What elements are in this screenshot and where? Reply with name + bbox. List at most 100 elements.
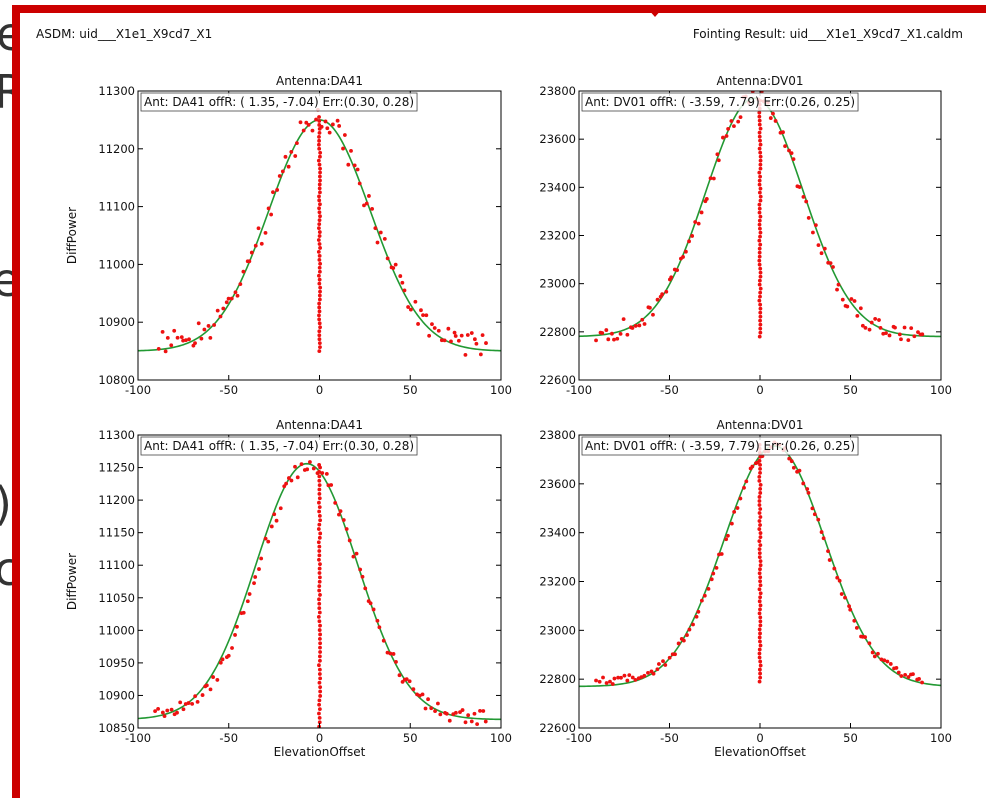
data-point xyxy=(804,199,809,204)
data-point xyxy=(317,257,322,262)
data-point xyxy=(685,633,689,637)
data-point xyxy=(373,226,378,231)
data-point xyxy=(724,134,729,138)
data-point xyxy=(691,622,695,627)
data-point xyxy=(708,176,713,181)
data-point xyxy=(604,328,609,332)
data-point xyxy=(896,670,901,675)
x-tick-label: -50 xyxy=(219,731,238,745)
data-point xyxy=(233,633,237,637)
data-point xyxy=(160,710,165,715)
data-point xyxy=(208,687,213,692)
data-point xyxy=(318,645,322,650)
data-point xyxy=(341,146,345,151)
data-point xyxy=(271,190,275,195)
x-tick-label: 50 xyxy=(403,731,418,745)
data-point xyxy=(711,176,716,181)
data-point xyxy=(828,261,833,266)
data-point xyxy=(305,467,310,472)
offset-annotation-text: Ant: DV01 offR: ( -3.59, 7.79) Err:(0.26… xyxy=(585,439,855,453)
y-tick-label: 23800 xyxy=(539,84,576,98)
data-point xyxy=(757,114,762,119)
x-tick-label: 0 xyxy=(756,731,763,745)
data-point xyxy=(732,509,737,514)
data-point xyxy=(870,650,875,655)
data-point xyxy=(757,218,762,223)
data-point xyxy=(812,512,817,517)
data-point xyxy=(758,294,762,299)
data-point xyxy=(863,635,867,639)
data-point xyxy=(317,194,321,199)
data-point xyxy=(758,523,762,527)
data-point xyxy=(186,701,191,705)
data-point xyxy=(887,333,892,338)
data-point xyxy=(230,646,234,650)
data-point xyxy=(156,706,161,711)
data-point xyxy=(716,158,721,163)
data-point xyxy=(308,460,312,464)
data-point xyxy=(397,673,402,678)
y-tick-label: 23200 xyxy=(539,575,576,589)
offset-annotation: Ant: DV01 offR: ( -3.59, 7.79) Err:(0.26… xyxy=(581,92,859,112)
data-point xyxy=(317,142,321,147)
y-tick-label: 23600 xyxy=(539,477,576,491)
figure-background xyxy=(20,12,986,798)
data-point xyxy=(317,127,322,131)
data-point xyxy=(317,557,321,562)
data-point xyxy=(249,250,254,255)
data-point xyxy=(184,338,188,343)
data-point xyxy=(433,709,437,713)
data-point xyxy=(469,719,474,724)
data-point xyxy=(757,110,762,115)
data-point xyxy=(463,353,468,357)
data-point xyxy=(729,521,734,526)
data-point xyxy=(388,651,393,656)
y-tick-label: 23400 xyxy=(539,526,576,540)
data-point xyxy=(311,466,316,471)
data-point xyxy=(317,341,322,346)
y-tick-label: 23000 xyxy=(539,277,576,291)
data-point xyxy=(212,323,217,327)
data-point xyxy=(226,296,231,301)
data-point xyxy=(364,201,369,206)
data-point xyxy=(391,652,396,656)
y-tick-label: 10900 xyxy=(98,315,135,329)
data-point xyxy=(757,146,762,151)
data-point xyxy=(726,126,731,131)
data-point xyxy=(196,321,201,326)
data-point xyxy=(317,130,322,135)
data-point xyxy=(289,478,294,483)
data-point xyxy=(885,659,890,664)
data-point xyxy=(160,330,165,334)
data-point xyxy=(318,518,323,523)
data-point xyxy=(320,471,325,475)
data-point xyxy=(411,687,416,692)
offset-annotation-box xyxy=(140,92,418,112)
data-point xyxy=(773,119,778,123)
plot-marks xyxy=(138,107,501,357)
x-tick-label: 0 xyxy=(756,383,763,397)
x-tick-label: 50 xyxy=(843,731,858,745)
y-tick-label: 22600 xyxy=(539,373,576,387)
data-point xyxy=(757,511,762,515)
data-point xyxy=(317,470,322,474)
data-point xyxy=(317,544,322,549)
data-point xyxy=(393,262,398,267)
data-point xyxy=(317,218,322,223)
data-point xyxy=(699,598,704,603)
data-point xyxy=(363,586,368,591)
data-point xyxy=(849,297,854,301)
data-point xyxy=(238,282,243,287)
asdm-label: ASDM: uid___X1e1_X9cd7_X1 xyxy=(36,27,212,41)
y-tick-label: 10950 xyxy=(98,656,135,670)
data-point xyxy=(317,610,322,615)
data-point xyxy=(318,465,322,470)
y-tick-label: 11200 xyxy=(98,493,135,507)
data-point xyxy=(318,246,322,250)
data-point xyxy=(211,675,215,679)
offset-annotation-box xyxy=(581,436,859,456)
data-point xyxy=(317,707,322,712)
data-point xyxy=(317,505,322,509)
data-point xyxy=(661,659,665,663)
data-point xyxy=(757,254,762,259)
